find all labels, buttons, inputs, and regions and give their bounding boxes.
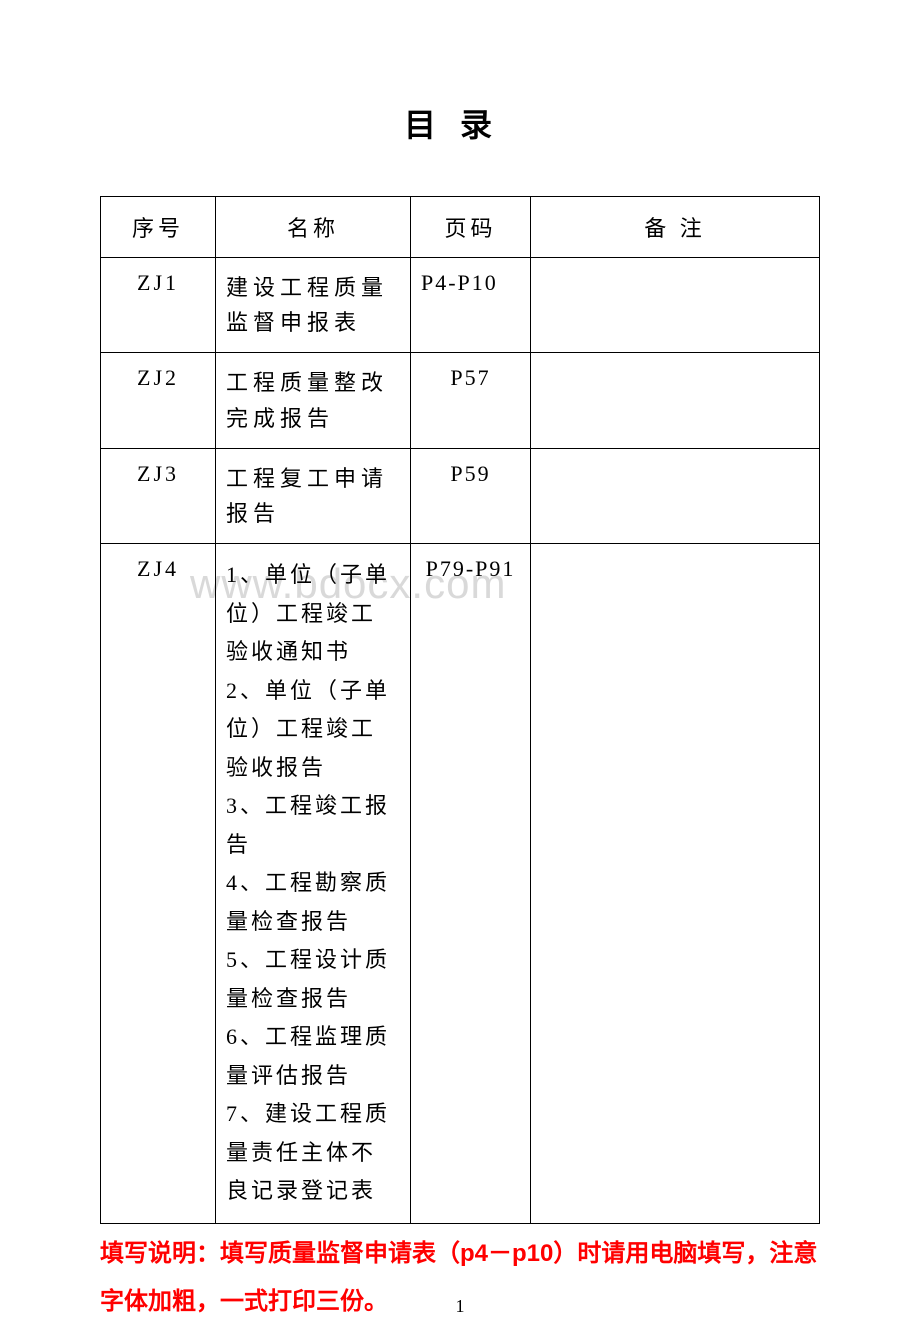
toc-table: 序号 名称 页码 备 注 ZJ1 建设工程质量监督申报表 P4-P10 ZJ2 … — [100, 196, 820, 1224]
cell-remark — [531, 353, 820, 448]
cell-page: P59 — [411, 448, 531, 543]
cell-seq: ZJ2 — [101, 353, 216, 448]
page-title: 目录 — [100, 100, 820, 146]
cell-page: P4-P10 — [411, 258, 531, 353]
cell-remark — [531, 544, 820, 1224]
table-row: ZJ1 建设工程质量监督申报表 P4-P10 — [101, 258, 820, 353]
header-page: 页码 — [411, 197, 531, 258]
cell-name: 工程复工申请报告 — [216, 448, 411, 543]
table-row: ZJ4 1、单位（子单位）工程竣工验收通知书2、单位（子单位）工程竣工验收报告3… — [101, 544, 820, 1224]
cell-remark — [531, 258, 820, 353]
cell-name-list: 1、单位（子单位）工程竣工验收通知书2、单位（子单位）工程竣工验收报告3、工程竣… — [216, 544, 411, 1224]
page-number: 1 — [100, 1296, 820, 1317]
table-row: ZJ3 工程复工申请报告 P59 — [101, 448, 820, 543]
cell-seq: ZJ3 — [101, 448, 216, 543]
cell-seq: ZJ1 — [101, 258, 216, 353]
cell-name: 建设工程质量监督申报表 — [216, 258, 411, 353]
header-remark: 备 注 — [531, 197, 820, 258]
cell-remark — [531, 448, 820, 543]
table-header-row: 序号 名称 页码 备 注 — [101, 197, 820, 258]
table-row: ZJ2 工程质量整改完成报告 P57 — [101, 353, 820, 448]
header-seq: 序号 — [101, 197, 216, 258]
cell-name: 工程质量整改完成报告 — [216, 353, 411, 448]
cell-page: P57 — [411, 353, 531, 448]
cell-seq: ZJ4 — [101, 544, 216, 1224]
cell-page: P79-P91 — [411, 544, 531, 1224]
header-name: 名称 — [216, 197, 411, 258]
